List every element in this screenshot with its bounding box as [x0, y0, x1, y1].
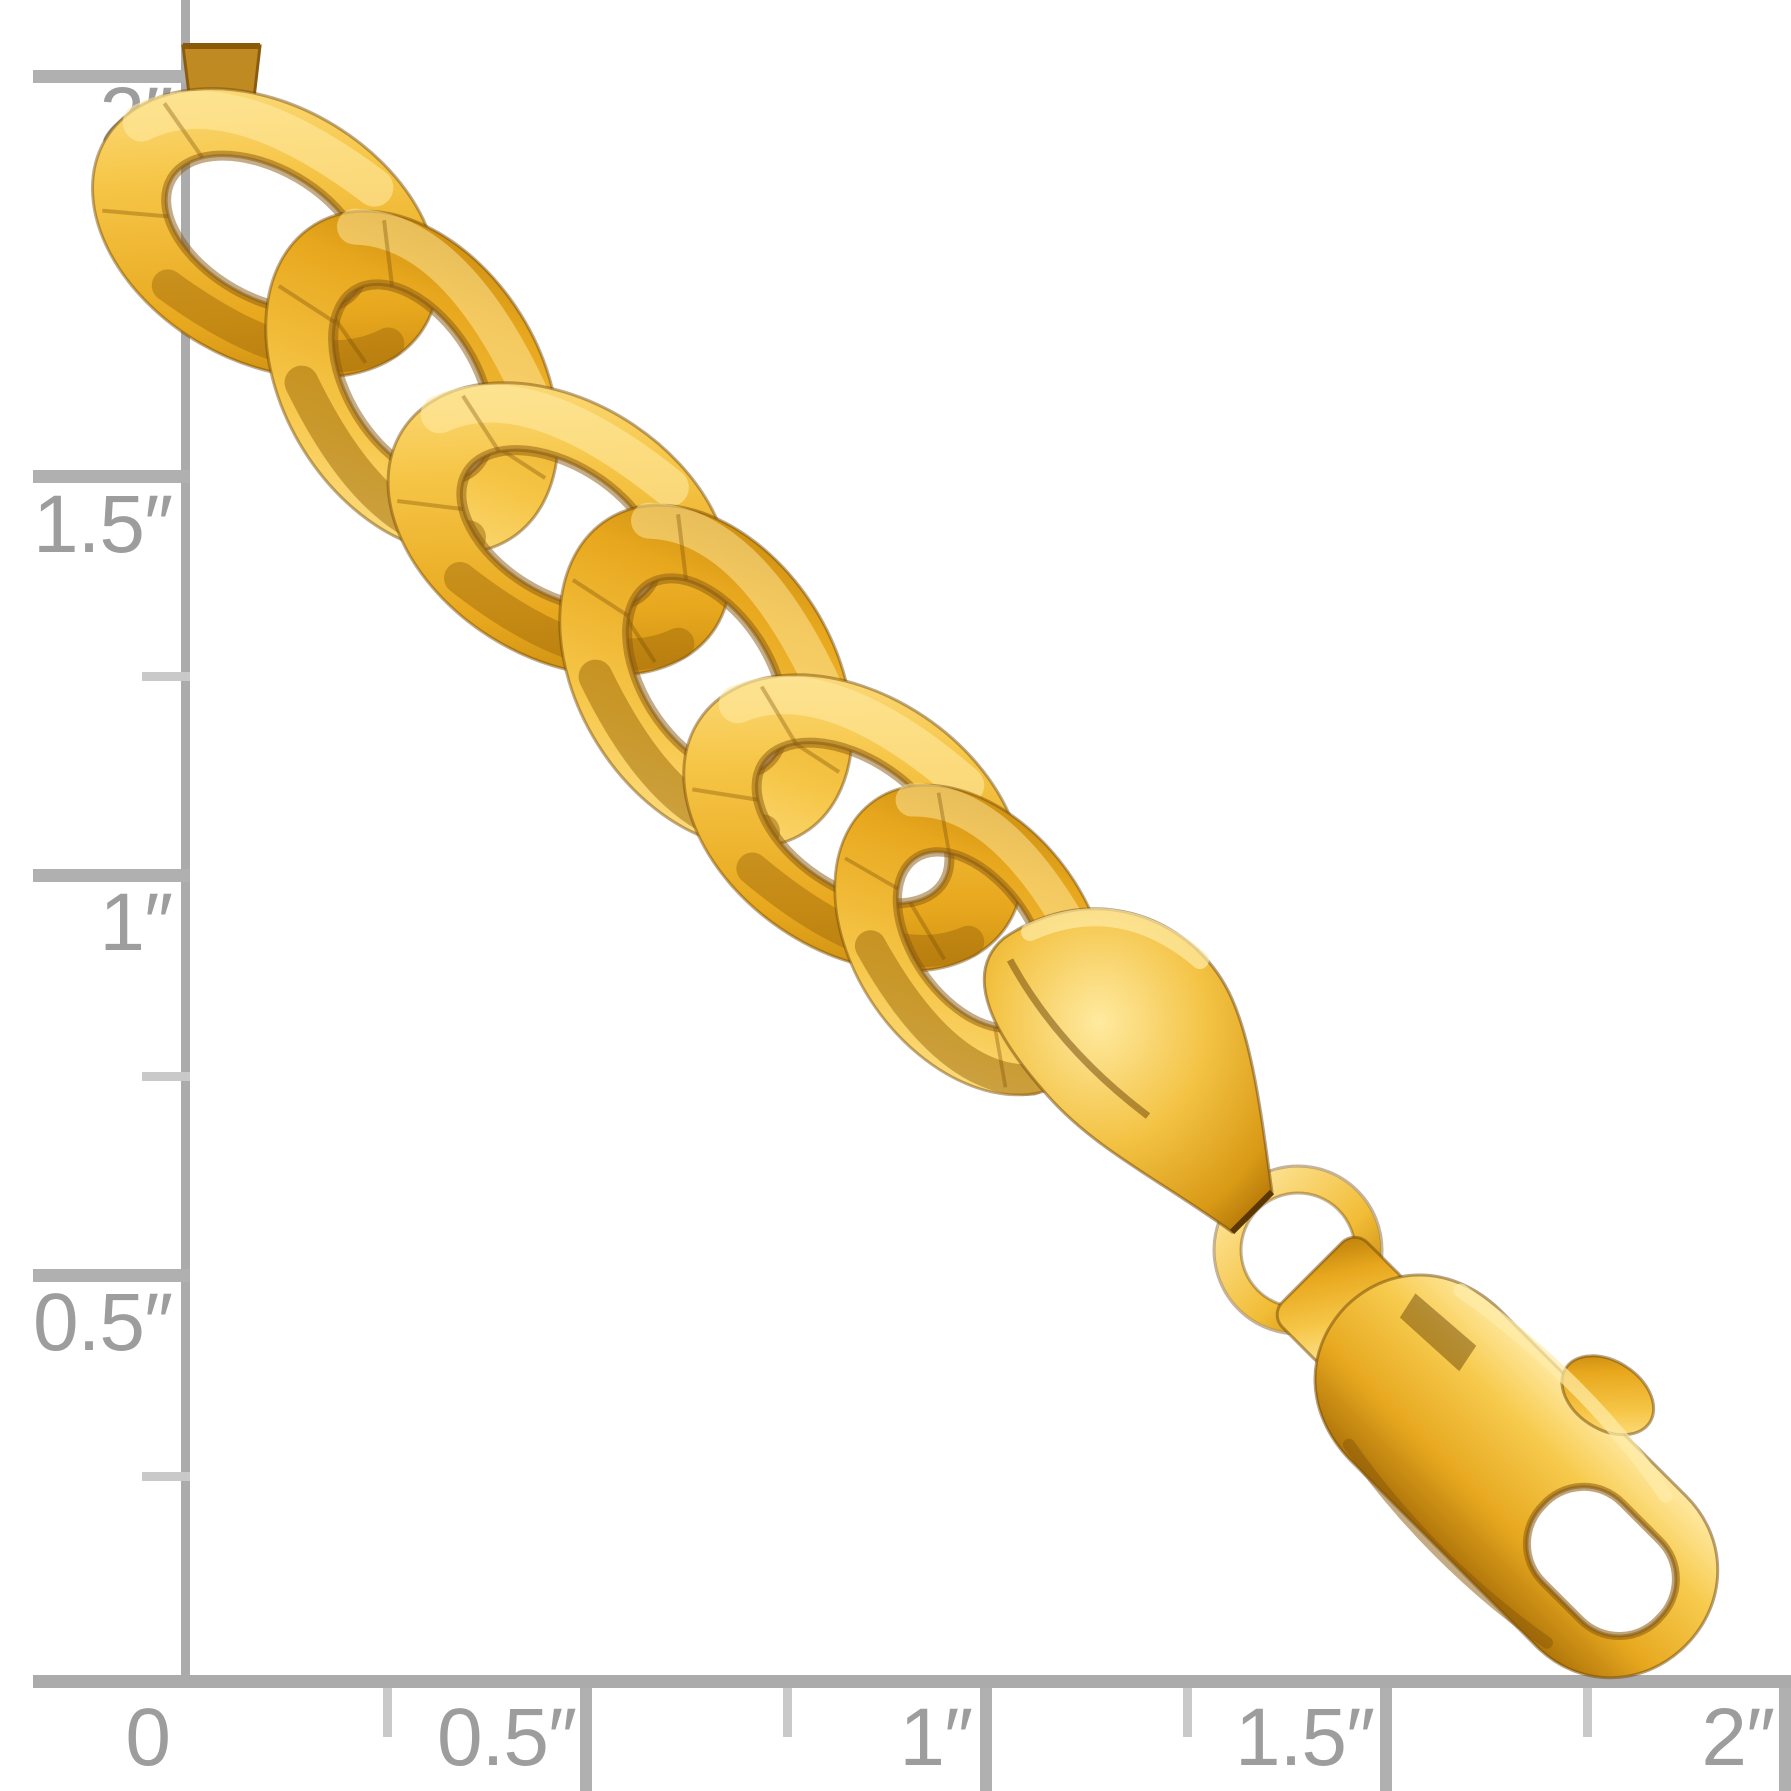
vertical-major-tick-1in [33, 869, 190, 882]
chain-end-cap [982, 907, 1275, 1235]
horizontal-minor-tick [1183, 1688, 1192, 1737]
horizontal-ruler-label-2in: 2″ [1701, 1692, 1775, 1783]
horizontal-minor-tick [383, 1688, 392, 1737]
vertical-major-tick-2in [33, 70, 190, 83]
horizontal-minor-tick [1583, 1688, 1592, 1737]
horizontal-ruler-label-1-5in: 1.5″ [1234, 1692, 1375, 1783]
horizontal-ruler-label-1in: 1″ [899, 1692, 973, 1783]
horizontal-minor-tick [783, 1688, 792, 1737]
vertical-minor-tick [142, 1472, 190, 1481]
vertical-minor-tick [142, 1072, 190, 1081]
vertical-major-tick-1-5in [33, 470, 190, 483]
horizontal-major-tick-1-5in [1380, 1688, 1392, 1791]
horizontal-ruler-label-0-5in: 0.5″ [436, 1692, 577, 1783]
lobster-clasp [1275, 1235, 1720, 1680]
vertical-minor-tick [142, 672, 190, 681]
vertical-ruler-label-1-5in: 1.5″ [32, 479, 173, 570]
horizontal-ruler-line [33, 1675, 1791, 1688]
vertical-ruler-line [181, 0, 190, 1688]
vertical-ruler-label-1in: 1″ [99, 877, 173, 968]
horizontal-ruler-label-0: 0 [125, 1692, 171, 1783]
vertical-ruler-label-0-5in: 0.5″ [32, 1277, 173, 1368]
horizontal-major-tick-1in [980, 1688, 992, 1791]
clasp-mechanism-slot [1399, 1293, 1477, 1372]
horizontal-major-tick-0-5in [580, 1688, 592, 1791]
horizontal-major-tick-2in [1779, 1688, 1791, 1791]
vertical-major-tick-0-5in [33, 1269, 190, 1282]
